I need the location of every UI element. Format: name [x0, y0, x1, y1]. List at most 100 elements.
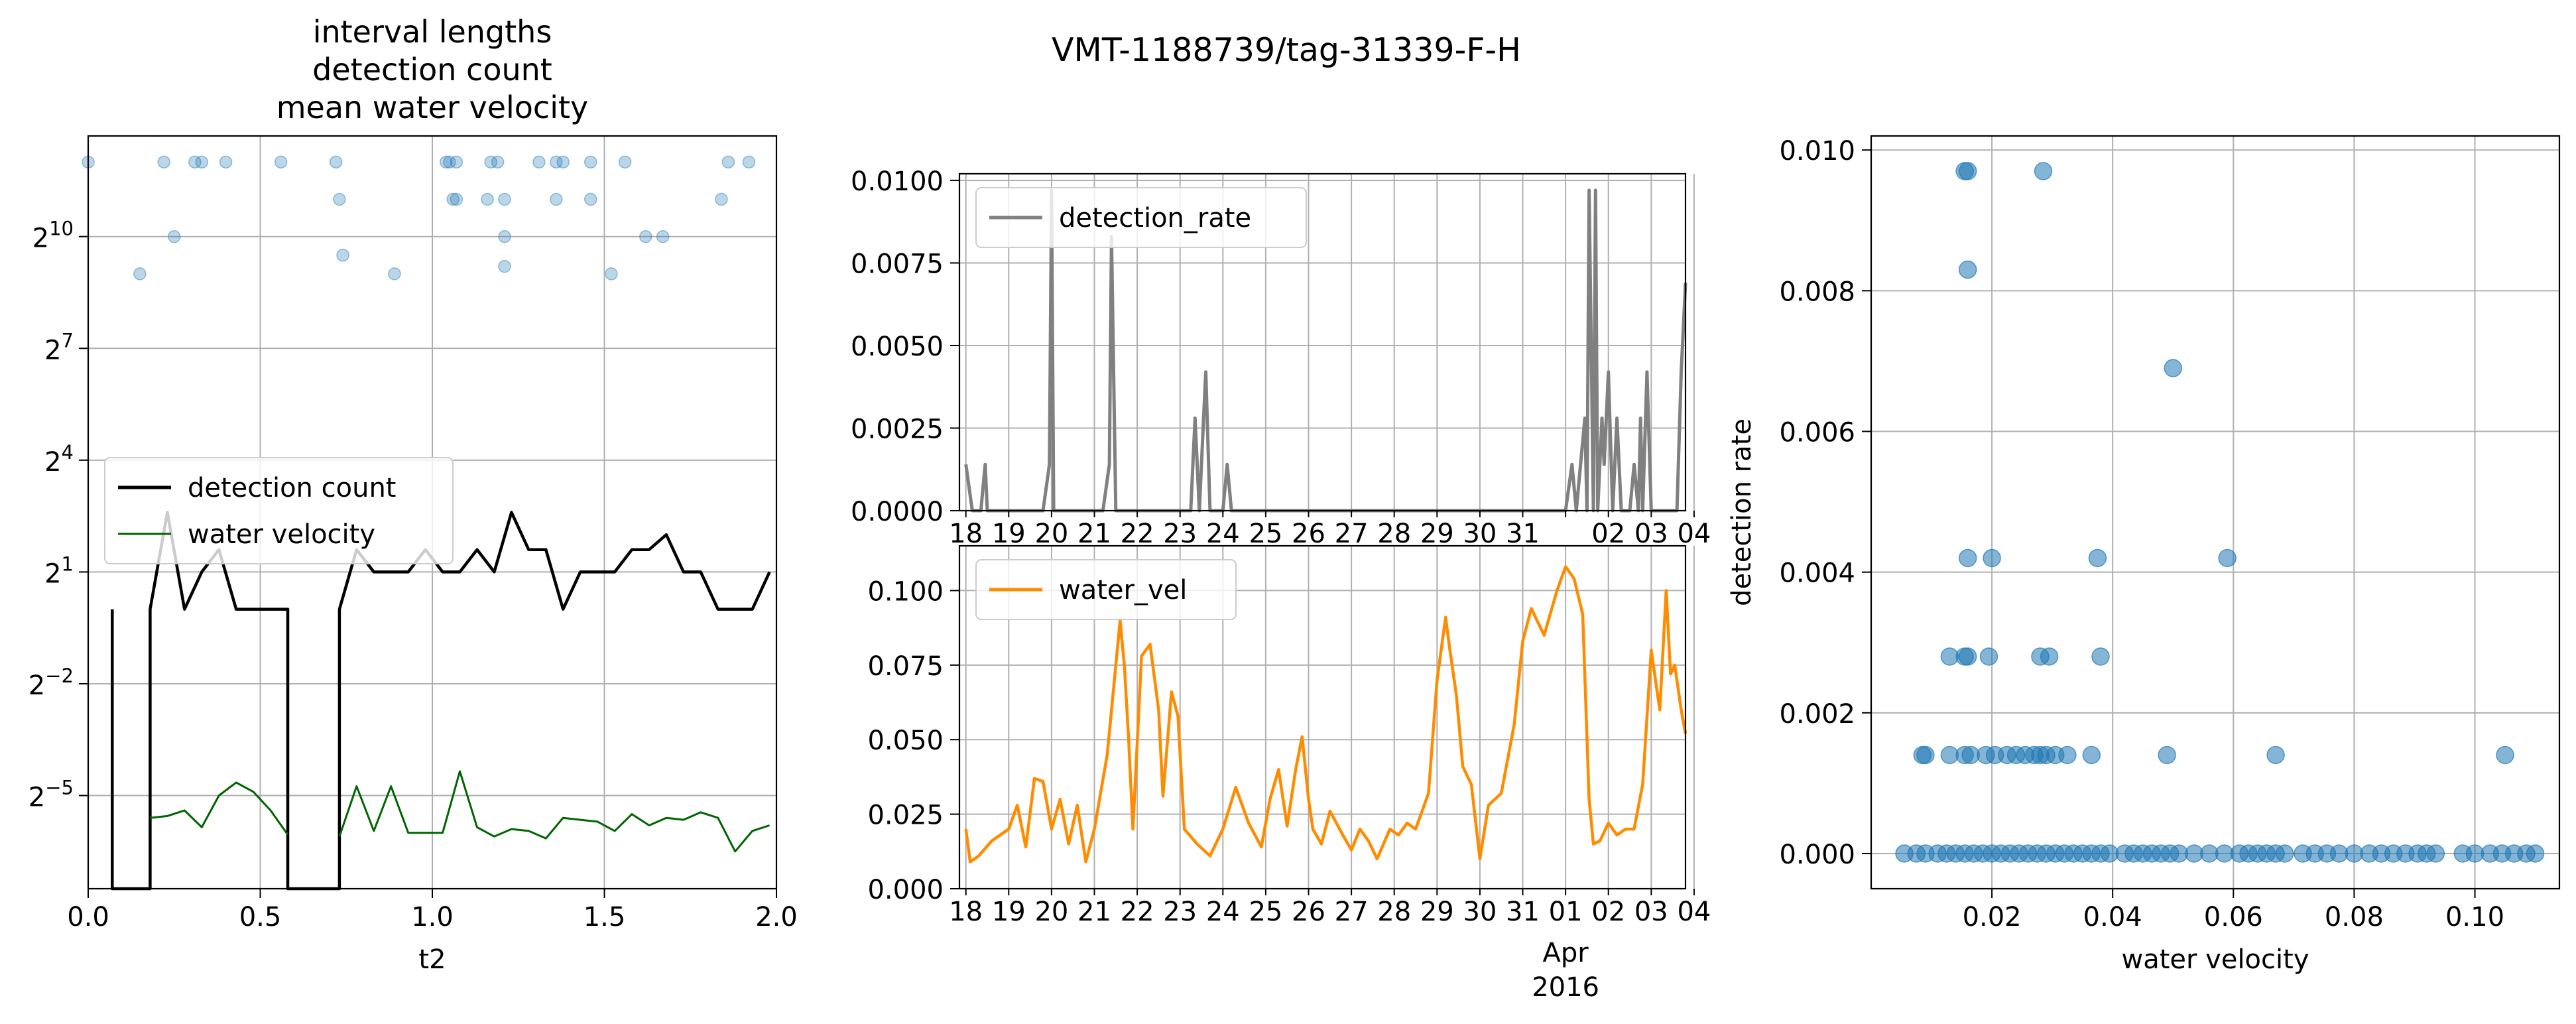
interval-point	[450, 192, 463, 206]
interval-point	[443, 155, 456, 169]
y-tick-label: 0.075	[867, 651, 944, 682]
legend-label: detection_rate	[1059, 203, 1251, 233]
interval-point	[498, 259, 511, 273]
interval-point	[583, 155, 597, 169]
y-tick-label: 0.008	[1779, 277, 1855, 307]
x-tick-label: 25	[1249, 519, 1282, 549]
axes-frame	[1870, 135, 2561, 890]
y-tick-label: 0.002	[1779, 699, 1855, 730]
y-tick-label: 21	[44, 552, 74, 589]
interval-point	[195, 155, 209, 169]
interval-point	[715, 192, 728, 206]
detection-rate-panel: 0.0000 0.0025 0.0050 0.0075 0.0100 18 19 20 21 22…	[851, 166, 1711, 549]
x-tick-label: 30	[1463, 897, 1497, 927]
interval-point	[639, 229, 652, 243]
water-vel-panel: 0.000 0.025 0.050 0.075 0.100 18 19 20 21 22 23 24 2…	[867, 544, 1711, 1003]
interval-point	[742, 155, 756, 169]
axes-frame	[87, 135, 778, 890]
scatter-point	[1983, 548, 2001, 568]
legend-box	[104, 457, 454, 564]
x-axis-label: t2	[418, 944, 446, 975]
panel-title: detection count	[312, 52, 552, 88]
month-label: Apr	[1543, 938, 1589, 968]
x-tick-label: 27	[1335, 519, 1369, 549]
scatter-point	[2158, 745, 2176, 765]
legend-label: water_vel	[1059, 575, 1187, 606]
axes-frame	[958, 172, 1687, 512]
interval-point	[605, 267, 618, 281]
scatter-point	[2058, 745, 2077, 765]
interval-point	[484, 155, 497, 169]
y-tick-label: 0.004	[1779, 558, 1855, 589]
x-tick-label: 19	[992, 897, 1026, 927]
scatter-point	[2040, 647, 2059, 666]
x-tick-label: 29	[1420, 897, 1454, 927]
x-tick-label: 2.0	[755, 902, 798, 932]
scatter-point	[2082, 745, 2101, 765]
x-tick-label: 04	[1677, 897, 1711, 927]
y-tick-label: 0.100	[867, 576, 944, 607]
axes-frame	[958, 544, 1687, 890]
x-tick-label: 0.10	[2445, 902, 2504, 932]
x-tick-label: 26	[1292, 897, 1325, 927]
x-tick-label: 19	[992, 519, 1026, 549]
y-tick-label: 2−2	[29, 665, 74, 701]
y-tick-label: 0.0100	[851, 166, 944, 197]
y-tick-label: 0.0025	[851, 414, 944, 444]
x-tick-label: 29	[1420, 519, 1454, 549]
interval-point	[329, 155, 343, 169]
scatter-point	[1979, 647, 1998, 666]
panel-title: interval lengths	[313, 14, 552, 50]
interval-point	[583, 192, 597, 206]
interval-point	[550, 155, 563, 169]
interval-point	[168, 229, 181, 243]
x-tick-label: 18	[949, 519, 983, 549]
y-tick-label: 0.025	[867, 800, 944, 831]
x-tick-label: 01	[1549, 897, 1583, 927]
x-tick-label: 30	[1463, 519, 1497, 549]
scatter-point	[1958, 260, 1977, 279]
legend-box	[975, 559, 1237, 620]
panel-title: mean water velocity	[276, 90, 589, 125]
scatter-point	[2426, 844, 2445, 863]
y-tick-label: 2−5	[29, 777, 74, 813]
interval-point	[333, 192, 346, 206]
interval-point	[481, 192, 494, 206]
interval-point	[219, 155, 233, 169]
x-tick-label: 20	[1034, 519, 1068, 549]
x-tick-label: 03	[1634, 519, 1668, 549]
x-tick-label: 1.5	[583, 902, 626, 932]
x-tick-label: 1.0	[411, 902, 454, 932]
interval-point	[498, 192, 511, 206]
legend-label: water velocity	[188, 519, 375, 550]
scatter-point	[1958, 548, 1977, 568]
y-axis-label: detection rate	[1727, 418, 1757, 606]
x-tick-label: 27	[1335, 897, 1369, 927]
x-axis-label: water velocity	[2121, 944, 2309, 975]
x-tick-label: 03	[1634, 897, 1668, 927]
x-tick-label: 04	[1677, 519, 1711, 549]
interval-point	[450, 155, 463, 169]
scatter-point	[2164, 359, 2183, 377]
y-tick-label: 0.000	[867, 875, 944, 905]
y-tick-label: 0.0000	[851, 497, 944, 527]
interval-panel: 0.0 0.5 1.0 1.5 2.0 210 27 24 21 2−2 2−5 interval l…	[29, 14, 798, 975]
scatter-point	[2526, 844, 2545, 863]
y-tick-label: 0.010	[1779, 136, 1855, 166]
x-tick-label: 28	[1377, 897, 1411, 927]
x-tick-label: 31	[1506, 897, 1540, 927]
legend-label: detection count	[188, 473, 396, 503]
x-tick-label: 22	[1121, 897, 1154, 927]
legend-box	[975, 187, 1307, 248]
x-tick-label: 26	[1292, 519, 1325, 549]
x-tick-label: 02	[1591, 897, 1625, 927]
interval-point	[188, 155, 202, 169]
x-tick-label: 24	[1206, 519, 1240, 549]
y-tick-label: 0.006	[1779, 418, 1855, 448]
interval-point	[440, 155, 453, 169]
interval-point	[446, 192, 460, 206]
interval-point	[656, 229, 670, 243]
x-tick-label: 23	[1163, 519, 1197, 549]
scatter-point	[1958, 162, 1977, 180]
scatter-point	[1958, 647, 1977, 666]
